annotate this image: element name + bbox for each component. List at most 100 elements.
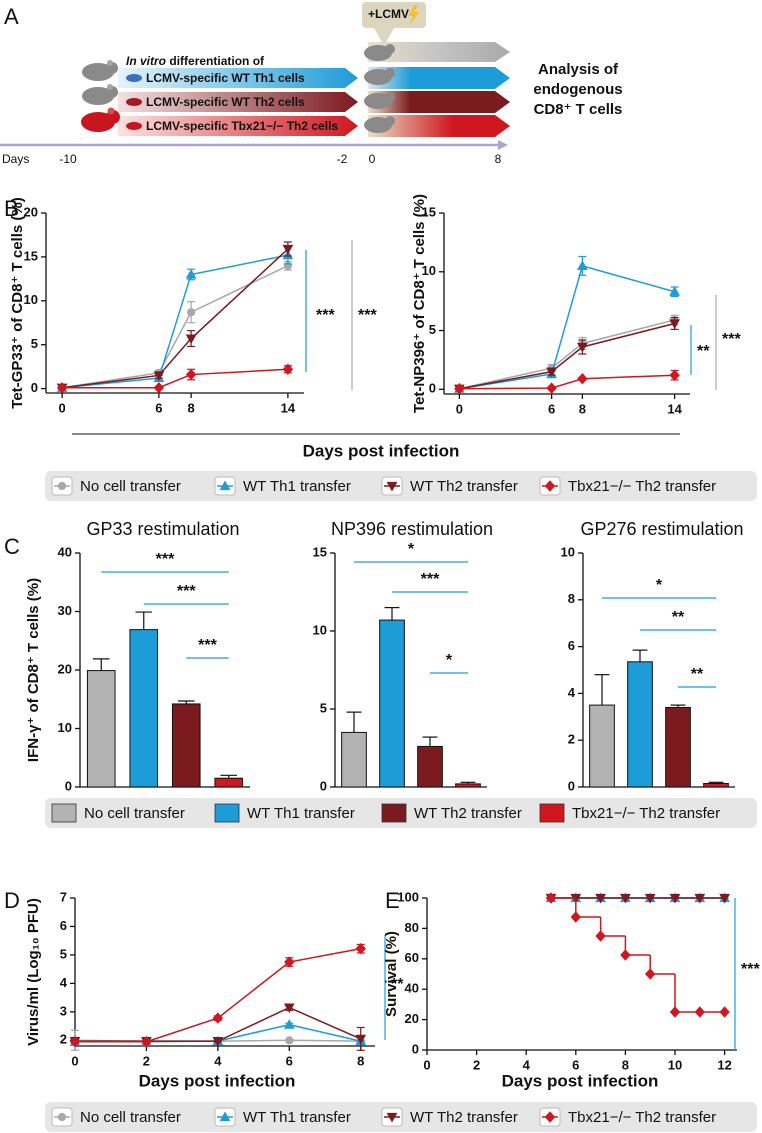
x-axis-title: Days post infection <box>139 1071 296 1090</box>
y-tick-label: 20 <box>58 661 72 676</box>
y-axis-title: Survival (%) <box>383 931 400 1017</box>
y-tick-label: 100 <box>397 889 419 904</box>
y-tick-label: 2 <box>568 732 575 747</box>
marker <box>219 1111 231 1122</box>
x-tick-label: 0 <box>71 1053 78 1068</box>
dish-icon <box>126 98 142 106</box>
x-tick-label: 12 <box>717 1057 731 1072</box>
marker <box>546 382 557 394</box>
legend-label: No cell transfer <box>80 1109 181 1126</box>
marker <box>694 893 706 904</box>
legend-label: WT Th1 transfer <box>243 1109 351 1126</box>
x-tick-label: 4 <box>523 1057 531 1072</box>
legend-swatch <box>214 803 240 823</box>
timeline-label: -10 <box>59 152 77 166</box>
significance-label: *** <box>156 551 175 568</box>
legend-label: WT Th1 transfer <box>243 478 351 495</box>
y-tick-label: 0 <box>412 1041 419 1056</box>
marker <box>57 1112 67 1122</box>
intro-text: In vitro differentiation of <box>126 54 265 68</box>
significance-label: *** <box>198 637 217 654</box>
panel-label: A <box>4 4 19 29</box>
legend-label: No cell transfer <box>80 478 181 495</box>
marker <box>719 893 730 904</box>
series-line <box>459 322 675 390</box>
significance-label: *** <box>421 571 440 588</box>
marker <box>645 968 656 980</box>
x-tick-label: 6 <box>548 401 555 416</box>
marker <box>454 383 465 395</box>
y-tick-label: 10 <box>561 544 575 559</box>
y-axis-title: Tet-GP33⁺ of CD8⁺ T cells (%) <box>9 197 26 408</box>
legend-swatch <box>51 803 77 823</box>
marker <box>545 892 557 904</box>
y-axis-title: IFN-γ⁺ of CD8⁺ T cells (%) <box>25 578 42 762</box>
timeline-title: Days <box>2 152 29 166</box>
chart-title: NP396 restimulation <box>331 519 493 539</box>
x-tick-label: 6 <box>155 400 162 415</box>
marker <box>544 1111 556 1123</box>
lcmv-arrow <box>374 28 394 46</box>
dish-icon <box>126 122 142 130</box>
y-tick-label: 40 <box>58 544 72 559</box>
marker <box>282 363 294 375</box>
intro-rest: differentiation of <box>169 54 265 68</box>
x-tick-label: 14 <box>667 401 682 416</box>
bar <box>341 731 367 788</box>
marker <box>283 1019 295 1029</box>
y-tick-label: 0 <box>31 380 38 395</box>
chart-title: GP33 restimulation <box>86 519 239 539</box>
y-tick-label: 20 <box>405 1011 419 1026</box>
arrow-tbx21 <box>118 116 358 136</box>
row-label: LCMV-specific WT Th2 cells <box>146 95 305 109</box>
bar <box>455 783 481 788</box>
legend-label: Tbx21−/− Th2 transfer <box>568 1109 716 1126</box>
marker <box>185 268 197 279</box>
marker <box>283 1003 295 1014</box>
x-tick-label: 4 <box>214 1053 222 1068</box>
analysis-text: CD8⁺ T cells <box>534 101 623 118</box>
significance-label: ** <box>697 343 710 360</box>
y-tick-label: 5 <box>31 336 38 351</box>
marker <box>386 1112 398 1123</box>
legend-swatch <box>539 803 565 823</box>
marker <box>219 480 231 491</box>
bar <box>665 706 691 788</box>
arrow-th1-post <box>368 67 510 89</box>
y-tick-label: 80 <box>405 920 419 935</box>
panel-label: B <box>4 196 19 221</box>
marker <box>644 893 656 904</box>
marker <box>669 286 680 296</box>
y-tick-label: 20 <box>24 204 38 219</box>
y-tick-label: 6 <box>60 918 67 933</box>
y-tick-label: 10 <box>422 263 436 278</box>
significance-label: *** <box>316 307 335 324</box>
y-tick-label: 10 <box>24 292 38 307</box>
marker <box>595 893 606 904</box>
marker <box>669 893 681 904</box>
x-tick-label: 8 <box>357 1053 364 1068</box>
y-tick-label: 3 <box>60 1003 67 1018</box>
bar <box>627 661 653 788</box>
marker <box>212 1012 224 1024</box>
marker <box>355 942 366 955</box>
marker <box>719 1006 730 1018</box>
legend-label: WT Th2 transfer <box>410 1109 518 1126</box>
marker <box>620 949 631 961</box>
row-label: LCMV-specific WT Th1 cells <box>146 71 305 85</box>
marker <box>577 260 588 270</box>
x-tick-label: 10 <box>668 1057 682 1072</box>
bar <box>86 670 116 788</box>
series-line <box>459 374 675 390</box>
marker <box>284 956 295 968</box>
bar <box>417 745 443 788</box>
marker <box>69 1036 81 1048</box>
x-tick-label: 8 <box>579 401 586 416</box>
y-tick-label: 2 <box>60 1032 67 1047</box>
marker <box>282 244 294 255</box>
arrow-th2 <box>118 92 358 112</box>
x-tick-label: 0 <box>423 1057 430 1072</box>
x-tick-label: 8 <box>188 400 195 415</box>
legend-label: No cell transfer <box>84 805 185 822</box>
marker <box>185 334 197 345</box>
